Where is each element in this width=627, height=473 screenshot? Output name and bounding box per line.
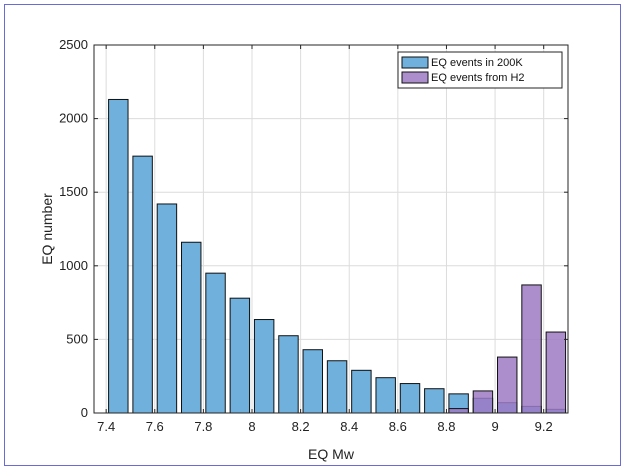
x-tick-label: 8.4 (340, 419, 358, 434)
legend-label-200k: EQ events in 200K (431, 57, 523, 69)
series-eq-events-200k (108, 98, 567, 414)
x-axis-ticks: 7.4 7.6 7.8 8 8.2 8.4 8.6 8.8 9 9.2 (97, 45, 553, 434)
bar-h2 (448, 408, 469, 414)
x-tick-label: 9 (491, 419, 498, 434)
legend-swatch-200k (401, 56, 429, 69)
x-tick-label: 8.6 (389, 419, 407, 434)
x-tick-label: 7.4 (97, 419, 115, 434)
y-tick-label: 0 (81, 405, 88, 420)
legend-swatch-h2 (401, 71, 429, 84)
y-tick-label: 2500 (59, 37, 88, 52)
y-tick-label: 500 (66, 331, 88, 346)
series-eq-events-h2 (448, 284, 567, 414)
bar-200k (229, 297, 251, 414)
bar-200k (326, 360, 348, 414)
bar-200k (181, 241, 202, 414)
x-axis-label: EQ Mw (308, 446, 355, 462)
x-tick-label: 7.6 (146, 419, 164, 434)
bar-200k (132, 155, 153, 414)
bar-h2 (497, 356, 518, 414)
bar-h2 (545, 331, 567, 414)
x-tick-label: 9.2 (535, 419, 553, 434)
legend: EQ events in 200K EQ events from H2 (397, 51, 563, 89)
bar-200k (278, 335, 299, 414)
bar-h2 (521, 284, 542, 414)
bar-h2 (472, 390, 494, 414)
x-tick-label: 7.8 (194, 419, 212, 434)
y-tick-label: 1000 (59, 258, 88, 273)
x-tick-label: 8.8 (437, 419, 455, 434)
bar-200k (253, 319, 275, 414)
bar-200k (399, 383, 421, 414)
bar-200k (424, 388, 445, 414)
y-axis-label: EQ number (39, 193, 55, 265)
y-tick-label: 1500 (59, 184, 88, 199)
legend-label-h2: EQ events from H2 (431, 72, 525, 84)
y-axis-ticks: 0 500 1000 1500 2000 2500 (59, 37, 568, 420)
bar-200k (108, 98, 129, 414)
axes-box (93, 44, 569, 414)
bar-200k (302, 349, 323, 414)
bar-200k (351, 369, 372, 414)
x-tick-label: 8 (248, 419, 255, 434)
x-tick-label: 8.2 (292, 419, 310, 434)
bar-200k (375, 377, 396, 414)
bar-200k (205, 272, 226, 414)
y-tick-label: 2000 (59, 111, 88, 126)
bar-200k (156, 203, 178, 414)
